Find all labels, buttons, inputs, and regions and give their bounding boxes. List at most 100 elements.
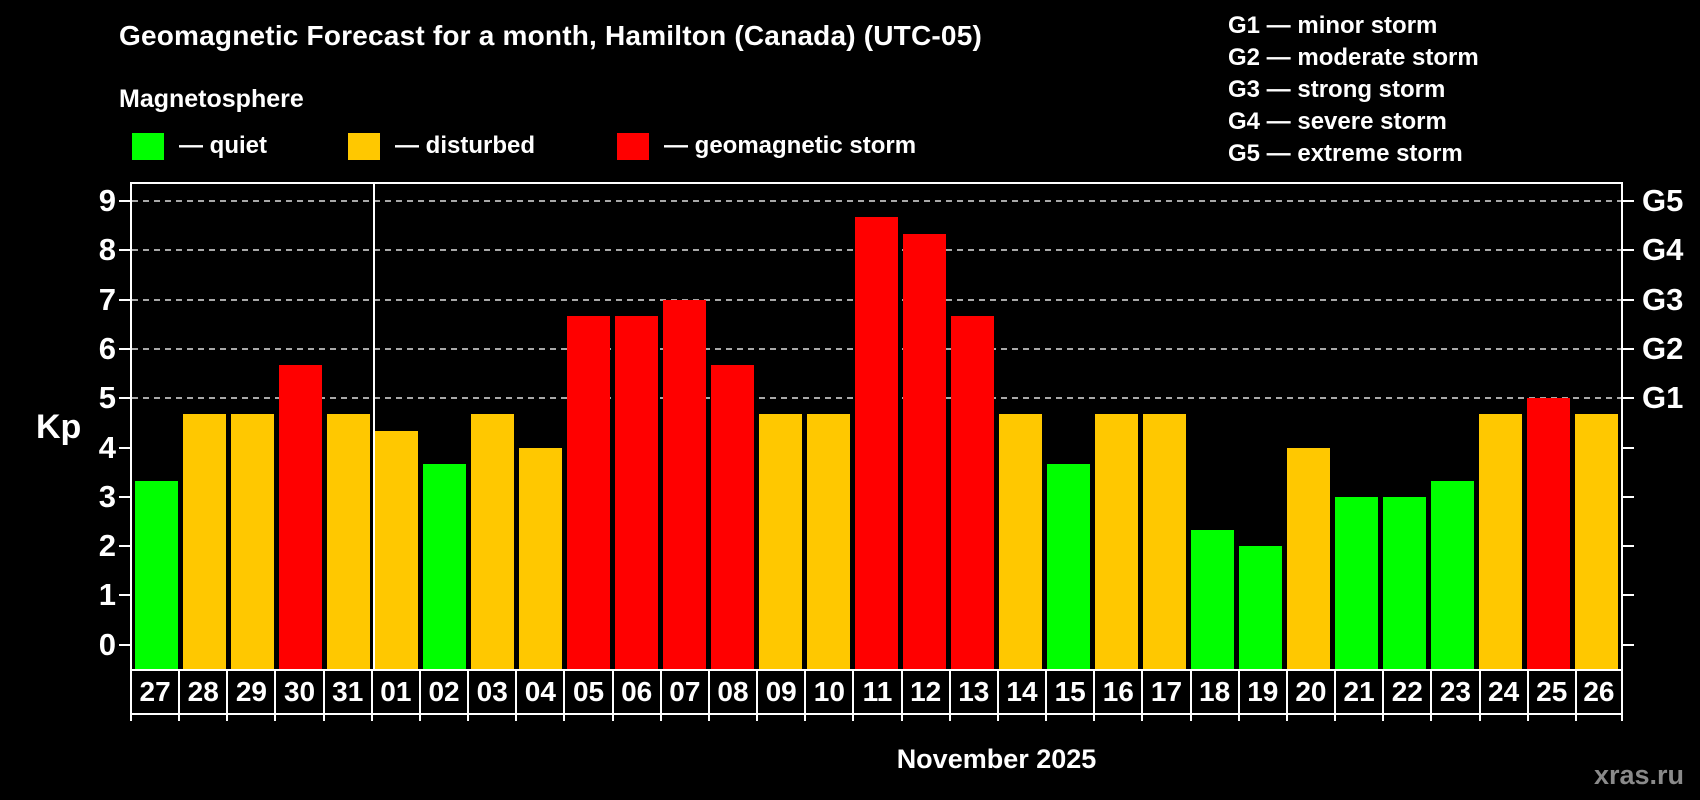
day-label-24: 24 xyxy=(1478,669,1529,715)
bottom-tick-11 xyxy=(659,715,662,721)
left-tick-2 xyxy=(119,545,132,548)
disturbed-color-swatch xyxy=(348,132,380,160)
day-label-17: 17 xyxy=(1141,669,1192,715)
bottom-tick-3 xyxy=(274,715,277,721)
y-tick-label-0: 0 xyxy=(98,626,116,662)
bottom-tick-17 xyxy=(948,715,951,721)
day-label-27: 27 xyxy=(130,669,181,715)
right-axis-label-g5: G5 xyxy=(1642,183,1684,218)
legend-label-disturbed: — disturbed xyxy=(395,132,536,159)
day-label-30: 30 xyxy=(274,669,325,715)
left-tick-4 xyxy=(119,446,132,449)
y-tick-label-5: 5 xyxy=(98,380,116,416)
plot-area xyxy=(130,182,1623,669)
legend-item-disturbed: — disturbed xyxy=(348,131,535,161)
day-label-25: 25 xyxy=(1526,669,1577,715)
y-axis-label: Kp xyxy=(36,408,82,446)
bottom-tick-13 xyxy=(756,715,759,721)
day-label-03: 03 xyxy=(467,669,518,715)
y-tick-label-3: 3 xyxy=(98,478,116,514)
day-label-06: 06 xyxy=(611,669,662,715)
right-axis-label-g1: G1 xyxy=(1642,380,1684,416)
day-label-19: 19 xyxy=(1237,669,1288,715)
bottom-tick-19 xyxy=(1045,715,1048,721)
y-tick-label-6: 6 xyxy=(98,330,116,366)
storm-scale-g1: G1 — minor storm xyxy=(1228,12,1438,39)
bar-day-01 xyxy=(374,431,418,669)
bottom-tick-2 xyxy=(226,715,229,721)
page-title: Geomagnetic Forecast for a month, Hamilt… xyxy=(119,20,982,51)
bar-day-31 xyxy=(326,414,370,669)
bar-day-19 xyxy=(1239,546,1283,669)
y-tick-label-7: 7 xyxy=(98,281,116,317)
bar-day-03 xyxy=(470,414,514,669)
right-tick-7 xyxy=(1621,298,1634,301)
storm-scale-g2: G2 — moderate storm xyxy=(1228,44,1479,71)
y-tick-label-1: 1 xyxy=(98,577,116,613)
bar-day-22 xyxy=(1383,496,1427,669)
bar-day-26 xyxy=(1575,414,1619,669)
day-label-13: 13 xyxy=(948,669,999,715)
storm-scale-g3: G3 — strong storm xyxy=(1228,76,1446,103)
right-tick-3 xyxy=(1621,495,1634,498)
day-label-23: 23 xyxy=(1430,669,1481,715)
right-axis-label-g4: G4 xyxy=(1642,232,1684,268)
day-label-20: 20 xyxy=(1285,669,1337,715)
bottom-tick-5 xyxy=(370,715,373,721)
bar-day-15 xyxy=(1047,463,1091,669)
day-label-31: 31 xyxy=(322,669,373,715)
bar-day-08 xyxy=(710,365,754,669)
left-tick-9 xyxy=(119,200,132,202)
right-tick-5 xyxy=(1621,397,1634,400)
bottom-tick-31 xyxy=(1621,715,1623,721)
bar-day-20 xyxy=(1287,447,1331,669)
storm-scale-g4: G4 — severe storm xyxy=(1228,108,1447,135)
day-label-28: 28 xyxy=(178,669,229,715)
legend-label-storm: — geomagnetic storm xyxy=(664,132,917,159)
bar-day-07 xyxy=(662,299,706,669)
right-axis-label-g3: G3 xyxy=(1642,281,1684,317)
left-tick-1 xyxy=(119,594,132,597)
day-label-22: 22 xyxy=(1382,669,1433,715)
bottom-tick-0 xyxy=(130,715,132,721)
right-tick-1 xyxy=(1621,594,1634,597)
right-tick-4 xyxy=(1621,446,1634,449)
bar-day-25 xyxy=(1527,398,1571,669)
bottom-tick-15 xyxy=(852,715,855,721)
bar-day-21 xyxy=(1335,496,1379,669)
bar-day-11 xyxy=(854,217,898,669)
bar-day-02 xyxy=(422,463,466,669)
bottom-tick-7 xyxy=(467,715,470,721)
y-tick-label-9: 9 xyxy=(98,183,116,218)
bottom-tick-6 xyxy=(418,715,421,721)
bottom-tick-16 xyxy=(900,715,903,721)
bar-day-09 xyxy=(758,414,802,669)
bottom-tick-25 xyxy=(1334,715,1337,721)
x-axis-title: November 2025 xyxy=(896,744,1097,774)
bar-day-12 xyxy=(903,234,947,669)
bar-day-18 xyxy=(1191,529,1235,669)
bottom-tick-30 xyxy=(1574,715,1577,721)
right-tick-0 xyxy=(1621,643,1634,646)
bottom-tick-28 xyxy=(1478,715,1481,721)
left-tick-8 xyxy=(119,249,132,252)
left-tick-7 xyxy=(119,298,132,301)
y-tick-label-4: 4 xyxy=(98,429,116,465)
bar-day-17 xyxy=(1143,414,1187,669)
bottom-tick-24 xyxy=(1285,715,1288,721)
bar-day-24 xyxy=(1479,414,1523,669)
day-label-10: 10 xyxy=(804,669,855,715)
bottom-tick-1 xyxy=(178,715,181,721)
bar-day-05 xyxy=(566,315,610,669)
right-axis-label-g2: G2 xyxy=(1642,330,1684,366)
day-label-05: 05 xyxy=(563,669,614,715)
day-label-14: 14 xyxy=(996,669,1048,715)
day-label-08: 08 xyxy=(707,669,759,715)
day-label-29: 29 xyxy=(226,669,277,715)
right-tick-2 xyxy=(1621,545,1634,548)
bottom-tick-4 xyxy=(322,715,325,721)
right-tick-8 xyxy=(1621,249,1634,252)
legend-label-quiet: — quiet xyxy=(179,132,267,159)
left-tick-6 xyxy=(119,347,132,350)
legend-item-quiet: — quiet xyxy=(132,131,267,161)
